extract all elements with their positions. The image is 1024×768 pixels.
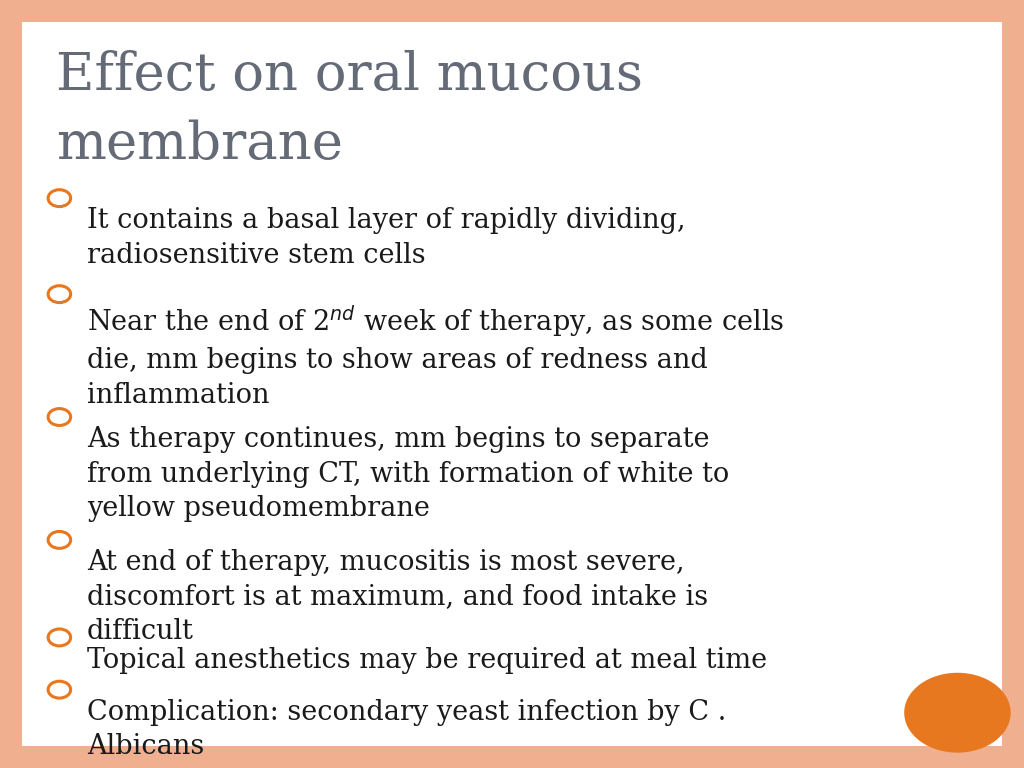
Circle shape [48,190,71,207]
Text: Near the end of 2$^{nd}$ week of therapy, as some cells
die, mm begins to show a: Near the end of 2$^{nd}$ week of therapy… [87,303,784,409]
FancyBboxPatch shape [0,746,1024,768]
Circle shape [48,681,71,698]
Circle shape [48,286,71,303]
FancyBboxPatch shape [0,0,1024,22]
Circle shape [48,531,71,548]
Circle shape [904,673,1011,753]
Text: It contains a basal layer of rapidly dividing,
radiosensitive stem cells: It contains a basal layer of rapidly div… [87,207,685,269]
Text: membrane: membrane [56,119,343,170]
Text: Complication: secondary yeast infection by C .
Albicans: Complication: secondary yeast infection … [87,699,726,760]
FancyBboxPatch shape [1002,0,1024,768]
Text: As therapy continues, mm begins to separate
from underlying CT, with formation o: As therapy continues, mm begins to separ… [87,426,729,522]
Circle shape [48,629,71,646]
Text: At end of therapy, mucositis is most severe,
discomfort is at maximum, and food : At end of therapy, mucositis is most sev… [87,549,709,645]
FancyBboxPatch shape [0,0,22,768]
Circle shape [48,409,71,425]
Text: Effect on oral mucous: Effect on oral mucous [56,50,643,101]
Text: Topical anesthetics may be required at meal time: Topical anesthetics may be required at m… [87,647,767,674]
